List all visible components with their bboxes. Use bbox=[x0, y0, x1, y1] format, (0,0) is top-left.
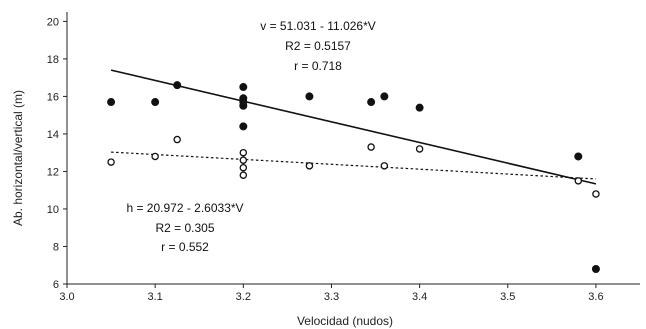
x-tick-label: 3.2 bbox=[236, 291, 251, 303]
point-vertical bbox=[239, 122, 248, 131]
point-vertical bbox=[239, 101, 248, 110]
annotation-h-equation: h = 20.972 - 2.6033*V bbox=[126, 201, 243, 215]
point-horizontal bbox=[239, 148, 248, 157]
annotation-h-r-squared: R2 = 0.305 bbox=[155, 221, 214, 235]
point-horizontal bbox=[574, 177, 583, 185]
point-horizontal bbox=[107, 158, 115, 166]
point-horizontal bbox=[173, 135, 181, 144]
point-horizontal bbox=[239, 156, 248, 164]
point-horizontal bbox=[239, 163, 248, 172]
point-vertical bbox=[380, 92, 389, 101]
x-tick-label: 3.4 bbox=[412, 291, 427, 303]
fit-line-vertical bbox=[110, 69, 597, 185]
y-tick-label: 16 bbox=[47, 91, 59, 103]
point-horizontal bbox=[592, 190, 600, 198]
point-horizontal bbox=[151, 152, 159, 161]
y-axis-title: Ab. horizontal/vertical (m) bbox=[11, 90, 25, 226]
y-tick-label: 18 bbox=[47, 54, 59, 66]
x-tick-label: 3.3 bbox=[324, 291, 339, 303]
annotation-v-r: r = 0.718 bbox=[294, 59, 342, 73]
x-tick-label: 3.0 bbox=[59, 291, 74, 303]
point-vertical bbox=[574, 152, 583, 161]
point-vertical bbox=[173, 81, 182, 90]
x-tick-label: 3.1 bbox=[148, 291, 163, 303]
y-tick-label: 12 bbox=[47, 166, 59, 178]
y-tick-label: 6 bbox=[53, 279, 59, 291]
x-tick-label: 3.6 bbox=[588, 291, 603, 303]
fit-line-horizontal bbox=[111, 151, 596, 180]
y-tick-label: 10 bbox=[47, 204, 59, 216]
point-vertical bbox=[415, 103, 424, 112]
axes: 3.0 3.1 3.2 3.3 3.4 3.5 3.6 6 8 10 12 14 16 18 20 bbox=[47, 12, 640, 303]
annotation-h-r: r = 0.552 bbox=[161, 240, 209, 254]
annotation-v-r-squared: R2 = 0.5157 bbox=[285, 39, 351, 53]
point-horizontal bbox=[367, 143, 375, 151]
y-tick-label: 20 bbox=[47, 16, 59, 28]
data-points bbox=[107, 81, 600, 273]
y-tick-label: 8 bbox=[53, 241, 59, 253]
point-horizontal bbox=[305, 162, 314, 170]
point-horizontal bbox=[380, 162, 389, 170]
point-horizontal bbox=[415, 145, 424, 153]
annotation-v-equation: v = 51.031 - 11.026*V bbox=[260, 19, 376, 33]
point-vertical bbox=[591, 264, 600, 273]
point-vertical bbox=[367, 98, 376, 107]
annotation-v-fit: v = 51.031 - 11.026*V R2 = 0.5157 r = 0.… bbox=[260, 19, 376, 73]
x-tick-label: 3.5 bbox=[500, 291, 515, 303]
annotation-h-fit: h = 20.972 - 2.6033*V R2 = 0.305 r = 0.5… bbox=[126, 201, 243, 254]
point-horizontal bbox=[239, 171, 248, 179]
point-vertical bbox=[107, 98, 116, 107]
y-tick-label: 14 bbox=[47, 129, 59, 141]
x-axis-title: Velocidad (nudos) bbox=[297, 314, 393, 328]
fit-lines bbox=[110, 69, 597, 185]
point-vertical bbox=[305, 92, 314, 101]
point-vertical bbox=[151, 98, 160, 107]
point-vertical bbox=[239, 83, 248, 92]
